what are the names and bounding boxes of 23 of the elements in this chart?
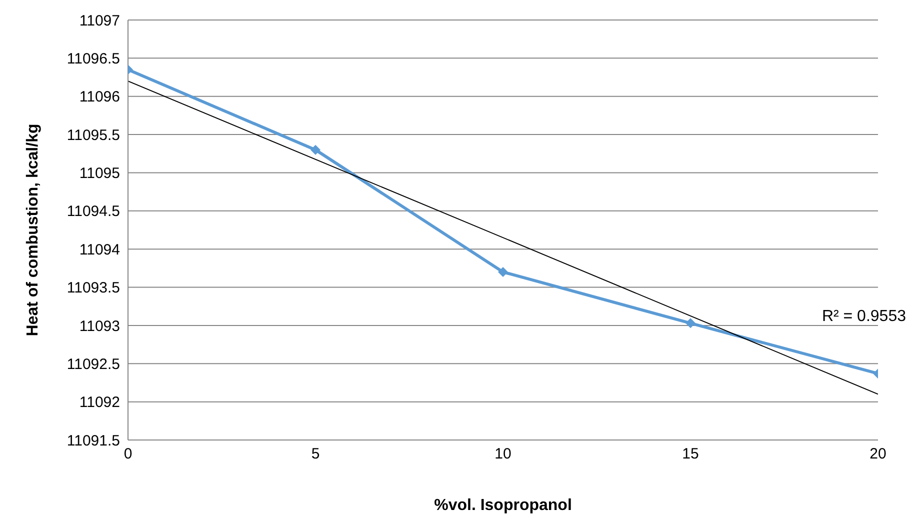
- point: [498, 267, 508, 277]
- y-tick-label: 11095: [79, 165, 120, 182]
- x-tick-label: 0: [124, 446, 132, 463]
- x-tick-label: 10: [494, 446, 512, 463]
- x-tick-label: 5: [311, 446, 320, 463]
- x-tick-label: 20: [870, 446, 886, 463]
- point: [310, 144, 320, 155]
- y-tick-label: 11097: [79, 12, 120, 30]
- x-axis-title: %vol. Isopropanol: [434, 497, 572, 514]
- y-tick-label: 11094: [79, 241, 120, 258]
- y-tick-label: 11095.5: [66, 126, 120, 144]
- y-tick-label: 11092: [79, 394, 120, 412]
- y-tick-label: 11094.5: [66, 203, 120, 220]
- y-axis-title: Heat of combustion, kcal/kg: [24, 124, 42, 336]
- annotation: R² = 0.9553: [822, 308, 906, 326]
- y-tick-label: 11096.5: [66, 50, 120, 68]
- y-tick-label: 11093.5: [66, 280, 120, 297]
- y-tick-label: 11091.5: [66, 432, 120, 450]
- y-tick-label: 11092.5: [66, 356, 120, 373]
- y-tick-label: 11096: [79, 88, 120, 106]
- y-tick-label: 11093: [79, 318, 120, 335]
- x-tick-label: 15: [682, 446, 699, 463]
- point: [686, 318, 696, 328]
